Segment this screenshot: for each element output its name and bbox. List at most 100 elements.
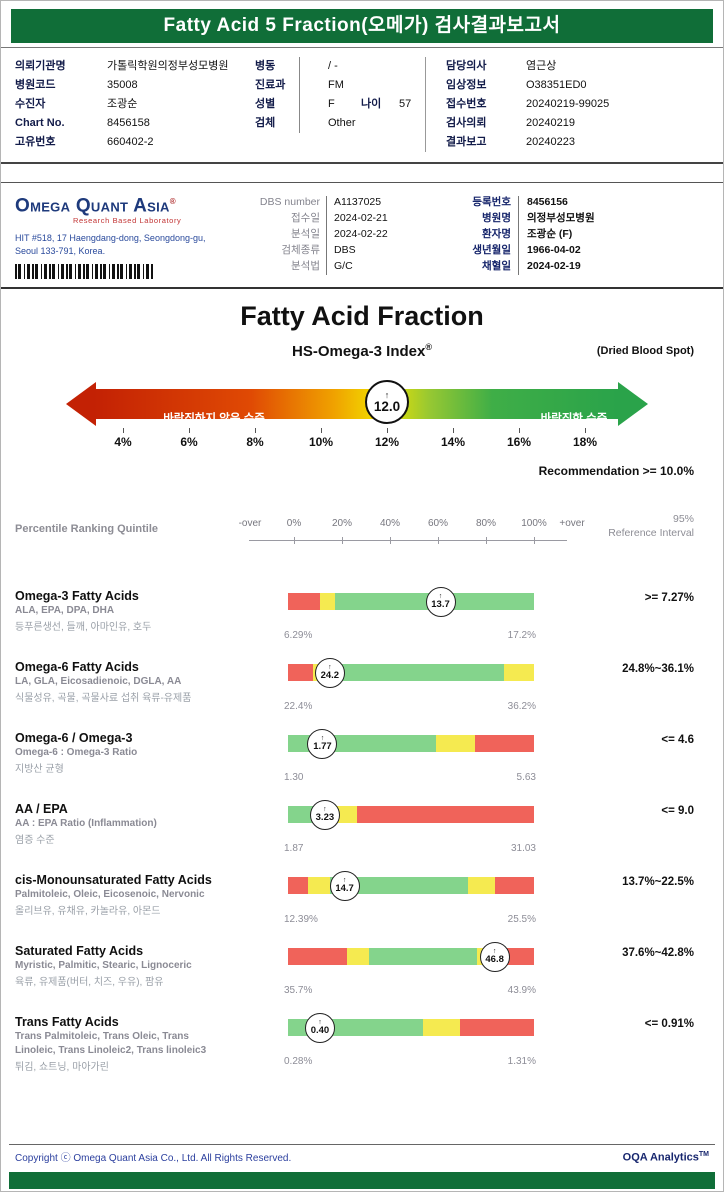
- axis-tick: [342, 537, 343, 545]
- field-label: 담당의사: [446, 60, 487, 72]
- percentile-bar: ↑ 3.23: [288, 799, 534, 830]
- measured-value: 46.8: [485, 953, 504, 965]
- field-value: G/C: [334, 260, 353, 272]
- field-label: 결과보고: [446, 136, 487, 148]
- analyte-chart: ↑ 0.40 0.28% 1.31%: [284, 1012, 536, 1067]
- analyte-sources: 튀김, 쇼트닝, 마아가린: [15, 1062, 109, 1074]
- info-row: DBS number A1137025: [240, 194, 445, 210]
- info-row: 성별 F 나이 57: [255, 95, 425, 114]
- reference-interval-header: 95% Reference Interval: [608, 512, 694, 540]
- analyte-chart: ↑ 46.8 35.7% 43.9%: [284, 941, 536, 996]
- yellow-zone-segment: [467, 877, 495, 895]
- field-label: 환자명: [482, 228, 511, 240]
- yellow-zone-segment: [334, 806, 357, 824]
- gauge-scale-label: 12%: [374, 435, 400, 450]
- up-arrow-icon: ↑: [342, 876, 347, 884]
- gauge-value-marker: ↑ 12.0: [365, 380, 409, 425]
- lab-tagline: Research Based Laboratory: [73, 216, 182, 226]
- percentile-scale-label: 20%: [331, 518, 353, 530]
- analyte-row-aa-epa-ratio: AA / EPA AA : EPA Ratio (Inflammation) 염…: [1, 799, 723, 872]
- field-label: 병원코드: [15, 79, 56, 91]
- analyte-components: AA : EPA Ratio (Inflammation): [15, 818, 157, 830]
- field-value: 의정부성모병원: [527, 212, 595, 224]
- field-value: 조광순: [107, 98, 138, 110]
- analyte-info: Omega-3 Fatty Acids ALA, EPA, DPA, DHA 등…: [15, 588, 283, 635]
- info-row: 검사의뢰 20240219: [446, 114, 709, 133]
- range-min-label: 22.4%: [284, 701, 313, 713]
- measured-value: 14.7: [335, 882, 354, 894]
- analyte-components: Palmitoleic, Oleic, Eicosenoic, Nervonic: [15, 889, 205, 901]
- reference-interval: <= 9.0: [661, 805, 694, 818]
- yellow-zone-segment: [319, 593, 335, 611]
- field-label: 생년월일: [472, 244, 511, 256]
- analyte-info: Omega-6 Fatty Acids LA, GLA, Eicosadieno…: [15, 659, 283, 706]
- analyte-info: Saturated Fatty Acids Myristic, Palmitic…: [15, 943, 283, 990]
- lab-logo: Omega Quant Asia®: [15, 192, 240, 216]
- value-marker: ↑ 46.8: [479, 941, 510, 972]
- gauge-scale-label: 16%: [506, 435, 532, 450]
- scale-tick: [387, 428, 388, 434]
- field-label: 성별: [255, 98, 276, 110]
- info-row: 진료과 FM: [255, 76, 425, 95]
- up-arrow-icon: ↑: [438, 592, 443, 600]
- reference-interval: >= 7.27%: [644, 592, 694, 605]
- value-marker: ↑ 0.40: [304, 1012, 335, 1043]
- info-row: 검체종류 DBS: [240, 242, 445, 258]
- analyte-chart: ↑ 24.2 22.4% 36.2%: [284, 657, 536, 712]
- scale-tick: [255, 428, 256, 434]
- analyte-row-cis-monounsaturated: cis-Monounsaturated Fatty Acids Palmitol…: [1, 870, 723, 943]
- measured-value: 1.77: [313, 740, 332, 752]
- info-row: 접수일 2024-02-21: [240, 210, 445, 226]
- red-zone-segment: [474, 735, 534, 753]
- up-arrow-icon: ↑: [320, 734, 325, 742]
- red-zone-segment: [288, 593, 320, 611]
- section-title: Fatty Acid Fraction: [240, 301, 484, 332]
- field-value: 660402-2: [107, 136, 154, 148]
- green-zone-segment: [342, 664, 505, 682]
- reference-interval: 24.8%~36.1%: [622, 663, 694, 676]
- gauge-gradient-bar: 바람직하지 않은 수준 바람직한 수준: [94, 389, 618, 425]
- gauge-scale-label: 18%: [572, 435, 598, 450]
- percentile-scale-label: 80%: [475, 518, 497, 530]
- analyte-components: ALA, EPA, DPA, DHA: [15, 605, 115, 617]
- scale-tick: [585, 428, 586, 434]
- up-arrow-icon: ↑: [328, 663, 332, 671]
- info-row: 의뢰기관명 가톨릭학원의정부성모병원: [15, 57, 255, 76]
- field-label: DBS number: [259, 196, 320, 208]
- field-value: O38351ED0: [526, 79, 587, 91]
- analyte-rows: Omega-3 Fatty Acids ALA, EPA, DPA, DHA 등…: [1, 586, 723, 1114]
- up-arrow-icon: ↑: [323, 805, 327, 813]
- field-label: 검체종류: [281, 244, 320, 256]
- analyte-title: Saturated Fatty Acids: [15, 944, 144, 959]
- field-label: 접수번호: [446, 98, 487, 110]
- report-title: Fatty Acid 5 Fraction(오메가) 검사결과보고서: [163, 15, 561, 36]
- green-zone-segment: [329, 877, 468, 895]
- field-value: 20240223: [526, 136, 575, 148]
- analyte-chart: ↑ 1.77 1.30 5.63: [284, 728, 536, 783]
- green-zone-segment: [369, 948, 478, 966]
- info-row: 담당의사 염근상: [446, 57, 709, 76]
- info-row: 분석법 G/C: [240, 258, 445, 274]
- range-min-label: 1.87: [284, 843, 304, 855]
- percentile-scale-label: 40%: [379, 518, 401, 530]
- percentile-axis-line: [249, 537, 567, 545]
- measured-value: 0.40: [310, 1024, 330, 1036]
- footer-green-bar: [9, 1172, 715, 1189]
- gauge-undesirable-label: 바람직하지 않은 수준: [163, 413, 265, 426]
- analyte-chart: ↑ 3.23 1.87 31.03: [284, 799, 536, 854]
- analyte-title: Omega-6 Fatty Acids: [15, 660, 139, 675]
- range-min-label: 1.30: [284, 772, 304, 784]
- field-value: 2024-02-21: [334, 212, 388, 224]
- field-value: 2024-02-22: [334, 228, 388, 240]
- analyte-info: cis-Monounsaturated Fatty Acids Palmitol…: [15, 872, 283, 919]
- field-label: 진료과: [255, 79, 286, 91]
- yellow-zone-segment: [504, 664, 534, 682]
- lab-address-line1: HIT #518, 17 Haengdang-dong, Seongdong-g…: [15, 233, 206, 244]
- field-value: 1966-04-02: [527, 244, 581, 256]
- up-arrow-icon: ↑: [384, 389, 390, 400]
- analyte-sources: 지방산 균형: [15, 764, 64, 776]
- analyte-title: Omega-6 / Omega-3: [15, 731, 133, 746]
- info-row: 고유번호 660402-2: [15, 133, 255, 152]
- brand-name: OQA Analytics: [622, 1152, 699, 1164]
- axis-tick: [390, 537, 391, 545]
